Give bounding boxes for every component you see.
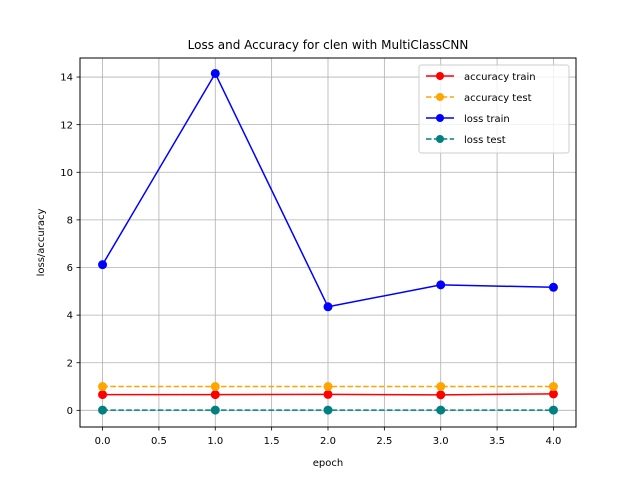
- legend-marker: [436, 93, 444, 101]
- data-point: [548, 282, 558, 292]
- chart-title: Loss and Accuracy for clen with MultiCla…: [188, 38, 469, 52]
- data-point: [548, 405, 558, 415]
- data-point: [548, 382, 558, 392]
- data-point: [436, 390, 446, 400]
- legend-entry: accuracy test: [426, 93, 532, 104]
- data-point: [210, 390, 220, 400]
- legend-marker: [436, 135, 444, 143]
- legend-entry: loss train: [426, 114, 510, 125]
- y-tick-label: 14: [60, 73, 73, 84]
- series-accuracy-test: [98, 382, 558, 392]
- x-tick-label: 2.5: [376, 436, 392, 447]
- legend-marker: [436, 114, 444, 122]
- data-point: [436, 280, 446, 290]
- y-tick-label: 4: [67, 311, 73, 322]
- series-loss-test: [98, 405, 558, 415]
- y-tick-label: 6: [67, 263, 73, 274]
- x-tick-label: 0.5: [151, 436, 167, 447]
- y-tick-label: 2: [67, 358, 73, 369]
- data-point: [98, 382, 108, 392]
- legend-label: accuracy test: [464, 93, 532, 104]
- series-accuracy-train: [98, 389, 558, 400]
- legend-label: loss test: [464, 135, 506, 146]
- data-point: [210, 382, 220, 392]
- x-axis-label: epoch: [313, 458, 343, 469]
- data-point: [323, 302, 333, 312]
- x-tick-label: 3.0: [433, 436, 449, 447]
- data-point: [436, 405, 446, 415]
- legend-label: loss train: [464, 114, 510, 125]
- data-point: [98, 260, 108, 270]
- y-tick-label: 10: [60, 168, 73, 179]
- y-tick-label: 12: [60, 120, 73, 131]
- x-tick-label: 1.5: [264, 436, 280, 447]
- x-tick-label: 2.0: [320, 436, 336, 447]
- data-point: [210, 68, 220, 78]
- plot-series: [98, 68, 558, 415]
- x-tick-label: 3.5: [489, 436, 505, 447]
- x-tick-label: 4.0: [546, 436, 562, 447]
- legend-entry: loss test: [426, 135, 506, 146]
- legend-box: [418, 64, 570, 154]
- y-tick-label: 0: [67, 406, 73, 417]
- legend-marker: [436, 72, 444, 80]
- x-tick-label: 1.0: [207, 436, 223, 447]
- data-point: [210, 405, 220, 415]
- data-point: [98, 405, 108, 415]
- y-tick-label: 8: [67, 215, 73, 226]
- legend-entry: accuracy train: [426, 72, 536, 83]
- data-point: [436, 382, 446, 392]
- y-axis-label: loss/accuracy: [36, 209, 47, 277]
- data-point: [98, 390, 108, 400]
- data-point: [323, 405, 333, 415]
- legend: accuracy train accuracy test loss train los…: [418, 64, 570, 154]
- x-tick-label: 0.0: [95, 436, 111, 447]
- data-point: [323, 382, 333, 392]
- legend-label: accuracy train: [464, 72, 536, 83]
- axis-ticks: 0.0 0.5 1.0 1.5 2.0 2.5 3.0 3.5 4.0 0 2 4 6 8 10 12 14: [60, 73, 561, 447]
- data-point: [323, 389, 333, 399]
- data-point: [548, 389, 558, 399]
- series-loss-train: [98, 68, 558, 312]
